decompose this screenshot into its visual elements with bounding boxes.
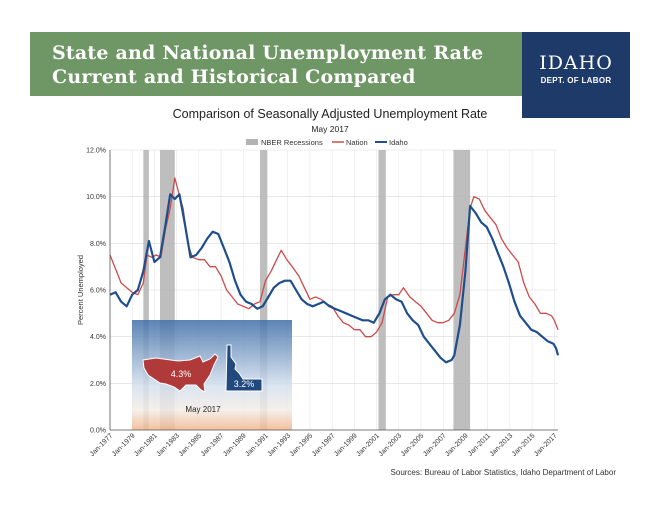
x-tick-label: Jan-2007: [422, 432, 448, 458]
legend-swatch-recessions: [246, 139, 258, 145]
page-title: State and National Unemployment Rate Cur…: [52, 42, 484, 88]
chart-subtitle: May 2017: [311, 124, 349, 134]
slide: State and National Unemployment Rate Cur…: [30, 32, 630, 480]
logo-name: IDAHO: [539, 52, 613, 74]
idaho-dept-of-labor-logo: IDAHO DEPT. OF LABOR: [522, 32, 630, 118]
legend-label-nation: Nation: [346, 138, 368, 147]
x-tick-label: Jan-1983: [155, 432, 181, 458]
x-tick-label: Jan-1989: [222, 432, 248, 458]
inset-label: May 2017: [185, 405, 221, 414]
x-tick-label: Jan-1985: [178, 432, 204, 458]
y-axis-label: Percent Unemployed: [76, 255, 85, 325]
recession-band: [143, 150, 149, 430]
x-tick-label: Jan-2009: [444, 432, 470, 458]
recession-band: [453, 150, 471, 430]
y-tick-label: 8.0%: [90, 241, 106, 248]
y-tick-label: 6.0%: [90, 288, 106, 295]
y-tick-label: 4.0%: [90, 334, 106, 341]
legend-label-idaho: Idaho: [389, 138, 408, 147]
inset-map-box: 4.3% 3.2% May 2017: [132, 320, 292, 430]
unemployment-chart: 4.3% 3.2% May 2017 0.0% 2.0% 4.0% 6.0% 8.0% 10.0…: [76, 138, 560, 458]
y-tick-label: 2.0%: [90, 381, 106, 388]
inset-idaho-value: 3.2%: [234, 379, 255, 389]
legend: NBER Recessions Nation Idaho: [246, 138, 408, 147]
y-tick-label: 12.0%: [86, 148, 106, 155]
logo-dept: DEPT. OF LABOR: [540, 76, 612, 85]
x-tick-label: Jan-1981: [133, 432, 159, 458]
x-tick-label: Jan-2015: [511, 432, 537, 458]
x-tick-label: Jan-1997: [311, 432, 337, 458]
x-tick-label: Jan-2013: [489, 432, 515, 458]
x-tick-label: Jan-1977: [89, 432, 115, 458]
recession-band: [378, 150, 386, 430]
series-line-nation: [109, 177, 559, 338]
chart-title: Comparison of Seasonally Adjusted Unempl…: [172, 107, 488, 121]
y-tick-label: 10.0%: [86, 194, 106, 201]
x-tick-label: Jan-2017: [533, 432, 559, 458]
inset-nation-value: 4.3%: [171, 369, 192, 379]
legend-label-recessions: NBER Recessions: [261, 138, 323, 147]
y-tick-label: 0.0%: [90, 428, 106, 435]
x-tick-label: Jan-1979: [111, 432, 137, 458]
series-line-idaho: [109, 193, 560, 364]
usa-map-icon: [142, 353, 219, 393]
x-tick-label: Jan-1999: [333, 432, 359, 458]
x-tick-label: Jan-1993: [267, 432, 293, 458]
x-tick-label: Jan-2003: [378, 432, 404, 458]
x-tick-label: Jan-2001: [355, 432, 381, 458]
idaho-map-icon: [225, 344, 263, 392]
x-tick-label: Jan-2005: [400, 432, 426, 458]
x-tick-label: Jan-1987: [200, 432, 226, 458]
x-tick-label: Jan-1991: [244, 432, 270, 458]
source-note: Sources: Bureau of Labor Statistics, Ida…: [390, 468, 616, 477]
x-tick-label: Jan-1995: [289, 432, 315, 458]
